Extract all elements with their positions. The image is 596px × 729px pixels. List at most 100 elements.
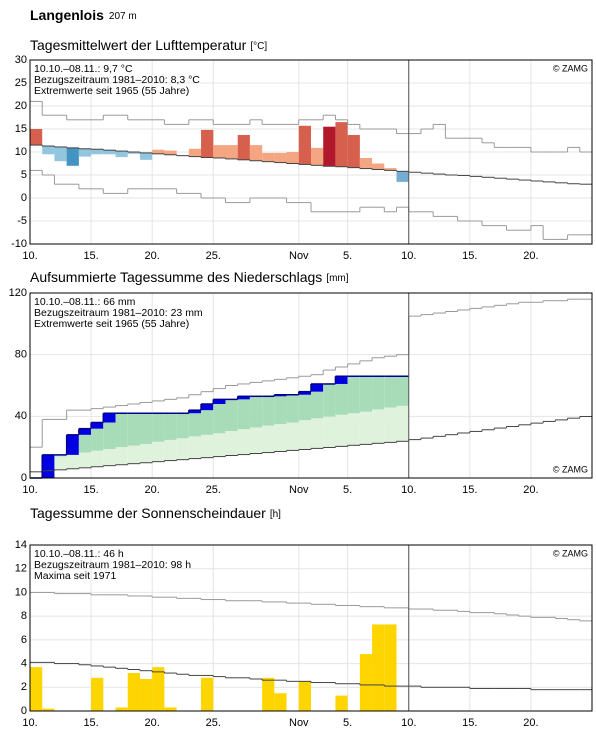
plot-frame [29, 59, 593, 245]
increment-bar [78, 428, 92, 435]
surplus-band [323, 383, 336, 417]
anomaly-bar [372, 163, 385, 170]
anomaly-bar [127, 152, 140, 154]
normal-band [103, 449, 116, 466]
normal-band [237, 429, 250, 455]
y-tick-label: -5 [17, 215, 27, 227]
chart-title-text: Tagessumme der Sonnenscheindauer [30, 505, 266, 521]
normal-band [139, 444, 153, 463]
sunshine-bar [262, 677, 275, 711]
anomaly-bar [237, 134, 250, 160]
increment-bar [66, 434, 79, 455]
surplus-band [127, 413, 140, 446]
normal-band [249, 427, 263, 454]
annotation: Maxima seit 1971 [34, 570, 116, 582]
sunshine-bar [42, 708, 55, 711]
y-tick-label: 12 [15, 563, 27, 575]
surplus-band [225, 399, 238, 431]
anomaly-bar [298, 125, 311, 165]
anomaly-bar [115, 151, 128, 158]
normal-band [384, 407, 397, 443]
y-tick-label: 6 [21, 634, 27, 646]
y-tick-label: 0 [21, 705, 27, 717]
x-tick-label: Nov [289, 484, 309, 496]
annotation: Bezugszeitraum 1981–2010: 8,3 °C [34, 74, 200, 86]
x-tick-label: 10. [401, 717, 416, 729]
x-tick-label: 10. [22, 250, 37, 262]
annotation: 10.10.–08.11.: 9,7 °C [34, 63, 133, 75]
sunshine-bar [274, 693, 287, 711]
increment-bar [298, 391, 311, 395]
sunshine-bar [127, 673, 140, 711]
annotation: Extremwerte seit 1965 (55 Jahre) [34, 85, 189, 97]
increment-bar [91, 422, 104, 429]
normal-band [286, 422, 299, 451]
anomaly-bar [213, 145, 226, 158]
station-name: Langenlois [30, 7, 104, 23]
anomaly-bar [30, 129, 43, 146]
x-tick-label: 15. [462, 250, 477, 262]
normal-band [127, 445, 140, 464]
normal-band [152, 441, 165, 462]
increment-bar [188, 410, 202, 414]
surplus-band [176, 413, 189, 439]
anomaly-bar [286, 152, 299, 164]
normal-band [188, 436, 202, 459]
increment-bar [311, 383, 324, 392]
x-tick-label: 20. [145, 717, 160, 729]
anomaly-bar [225, 145, 238, 159]
normal-band [201, 434, 214, 458]
surplus-band [139, 413, 153, 445]
anomaly-bar [323, 126, 336, 167]
increment-bar [103, 413, 116, 423]
anomaly-bar [311, 147, 324, 166]
surplus-band [91, 428, 104, 451]
sunshine-bar [91, 677, 104, 711]
surplus-band [311, 391, 324, 419]
anomaly-bar [164, 150, 177, 155]
x-tick-label: 20. [523, 250, 538, 262]
increment-bar [237, 396, 250, 400]
surplus-band [262, 396, 275, 426]
normal-band [91, 450, 104, 467]
credit: © ZAMG [553, 63, 588, 73]
annotation: Bezugszeitraum 1981–2010: 98 h [34, 559, 191, 571]
y-tick-label: 4 [21, 657, 27, 669]
surplus-band [347, 376, 360, 414]
surplus-band [335, 383, 348, 415]
anomaly-bar [152, 149, 165, 154]
normal-band [176, 438, 189, 460]
station-title: Langenlois 207 m [30, 7, 137, 23]
normal-band [323, 416, 336, 448]
y-tick-label: 0 [21, 192, 27, 204]
surplus-band [54, 454, 67, 457]
surplus-band [372, 376, 385, 410]
increment-bar [213, 399, 226, 404]
y-tick-label: 80 [15, 349, 27, 361]
y-tick-label: 120 [9, 287, 27, 299]
anomaly-bar [66, 147, 79, 166]
chart-unit: [mm] [326, 273, 348, 284]
sunshine-bar [30, 667, 43, 711]
plot-frame [29, 544, 593, 712]
y-tick-label: 14 [15, 539, 27, 551]
sunshine-bar [139, 678, 153, 711]
y-tick-label: 10 [15, 146, 27, 158]
x-tick-label: Nov [289, 250, 309, 262]
station-elevation: 207 m [109, 11, 137, 22]
surplus-band [298, 394, 311, 421]
surplus-band [213, 404, 226, 434]
surplus-band [115, 413, 128, 448]
normal-band [262, 425, 275, 453]
anomaly-bar [274, 152, 287, 163]
normal-band [311, 418, 324, 449]
x-tick-label: 5. [343, 484, 352, 496]
increment-bar [42, 454, 55, 478]
anomaly-bar [91, 149, 104, 155]
normal-band [335, 414, 348, 447]
chart-title: Tagessumme der Sonnenscheindauer [h] [30, 505, 281, 521]
normal-band [66, 454, 79, 469]
anomaly-bar [54, 146, 67, 162]
y-tick-label: 0 [21, 472, 27, 484]
